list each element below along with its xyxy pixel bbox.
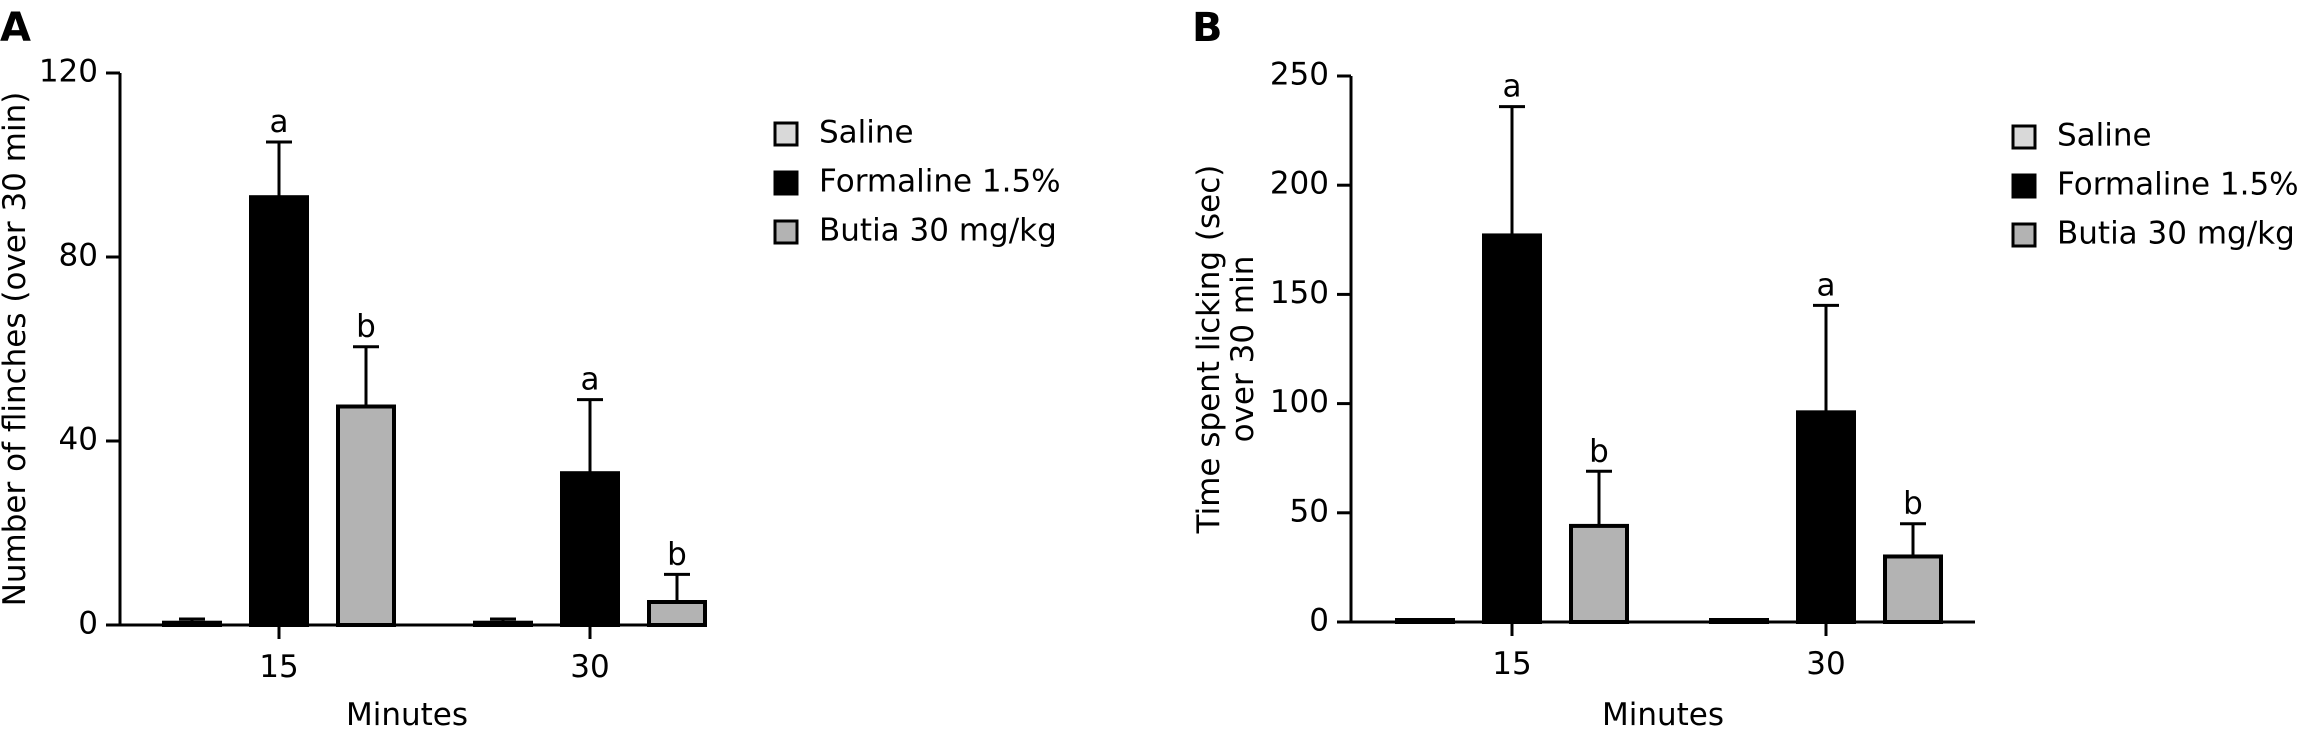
significance-label: a [270,104,289,140]
significance-label: a [1817,267,1836,303]
significance-label: b [1589,433,1609,469]
bar-butia [1883,554,1943,624]
significance-label: b [1903,486,1923,522]
x-tick-label: 15 [259,649,298,685]
y-tick-label: 250 [1270,57,1329,93]
x-axis-title: Minutes [1602,697,1724,733]
x-tick-label: 30 [570,649,609,685]
legend: Saline Formaline 1.5% Butia 30 mg/kg [773,115,1061,249]
panel-b: B 0 50 100 150 200 250 15 30 a a b b Time spent licki… [1191,5,2299,733]
legend: Saline Formaline 1.5% Butia 30 mg/kg [2011,118,2299,252]
significance-label: b [356,309,376,345]
significance-label: b [667,536,687,572]
legend-label: Formaline 1.5% [819,164,1061,200]
bar-formaline [1482,233,1542,624]
legend-swatch-formaline [2011,173,2037,199]
y-tick-label: 80 [59,238,98,274]
legend-swatch-saline [2011,124,2037,150]
significance-label: a [1503,69,1522,105]
y-tick-label: 100 [1270,384,1329,420]
y-tick-label: 0 [78,606,98,642]
x-tick-label: 15 [1492,646,1531,682]
bar-formaline [249,195,309,627]
y-tick-label: 150 [1270,275,1329,311]
panel-a: A 0 40 80 120 15 30 a a b b Number of flinches (ove… [0,5,1061,733]
legend-label: Formaline 1.5% [2057,167,2299,203]
legend-swatch-formaline [773,170,799,196]
y-axis-title: Number of flinches (over 30 min) [0,92,33,607]
bar-saline [473,620,533,628]
bar-butia [336,404,396,627]
y-tick-label: 50 [1290,493,1329,529]
panel-letter: A [0,5,31,51]
legend-swatch-saline [773,121,799,147]
legend-label: Saline [819,115,914,151]
bar-formaline [560,471,620,628]
x-axis-title: Minutes [346,697,468,733]
y-tick-label: 120 [39,54,98,90]
bar-saline [162,620,222,628]
legend-label: Butia 30 mg/kg [2057,216,2295,252]
x-tick-label: 30 [1806,646,1845,682]
legend-swatch-butia [773,219,799,245]
significance-label: a [581,362,600,398]
y-tick-label: 0 [1309,603,1329,639]
legend-label: Butia 30 mg/kg [819,213,1057,249]
bar-butia [1569,523,1629,624]
legend-label: Saline [2057,118,2152,154]
bar-butia [647,600,707,627]
legend-swatch-butia [2011,222,2037,248]
y-axis-title: Time spent licking (sec)over 30 min [1191,165,1261,535]
bar-formaline [1796,410,1856,624]
panel-letter: B [1192,5,1223,51]
y-tick-label: 200 [1270,166,1329,202]
y-tick-label: 40 [59,422,98,458]
